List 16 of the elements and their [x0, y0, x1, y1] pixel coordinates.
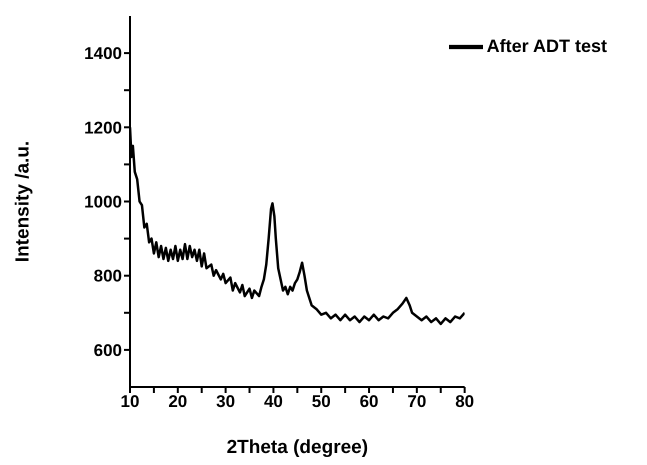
x-tick-label: 10 — [120, 392, 140, 412]
y-axis-title: Intensity /a.u. — [12, 140, 34, 262]
x-tick-label: 50 — [312, 392, 331, 412]
y-tick-label: 1000 — [84, 192, 122, 212]
y-tick-label: 600 — [94, 340, 122, 360]
x-tick-label: 70 — [407, 392, 426, 412]
x-tick-label: 60 — [360, 392, 378, 412]
y-tick-label: 800 — [94, 266, 122, 286]
x-tick-label: 80 — [455, 392, 474, 412]
x-axis-title: 2Theta (degree) — [226, 437, 368, 458]
y-tick-label: 1200 — [84, 118, 122, 138]
y-tick-label: 1400 — [84, 44, 122, 64]
x-tick-label: 20 — [168, 392, 188, 412]
x-tick-label: 40 — [264, 392, 283, 412]
legend-label: After ADT test — [486, 36, 607, 56]
x-tick-label: 30 — [216, 392, 236, 412]
